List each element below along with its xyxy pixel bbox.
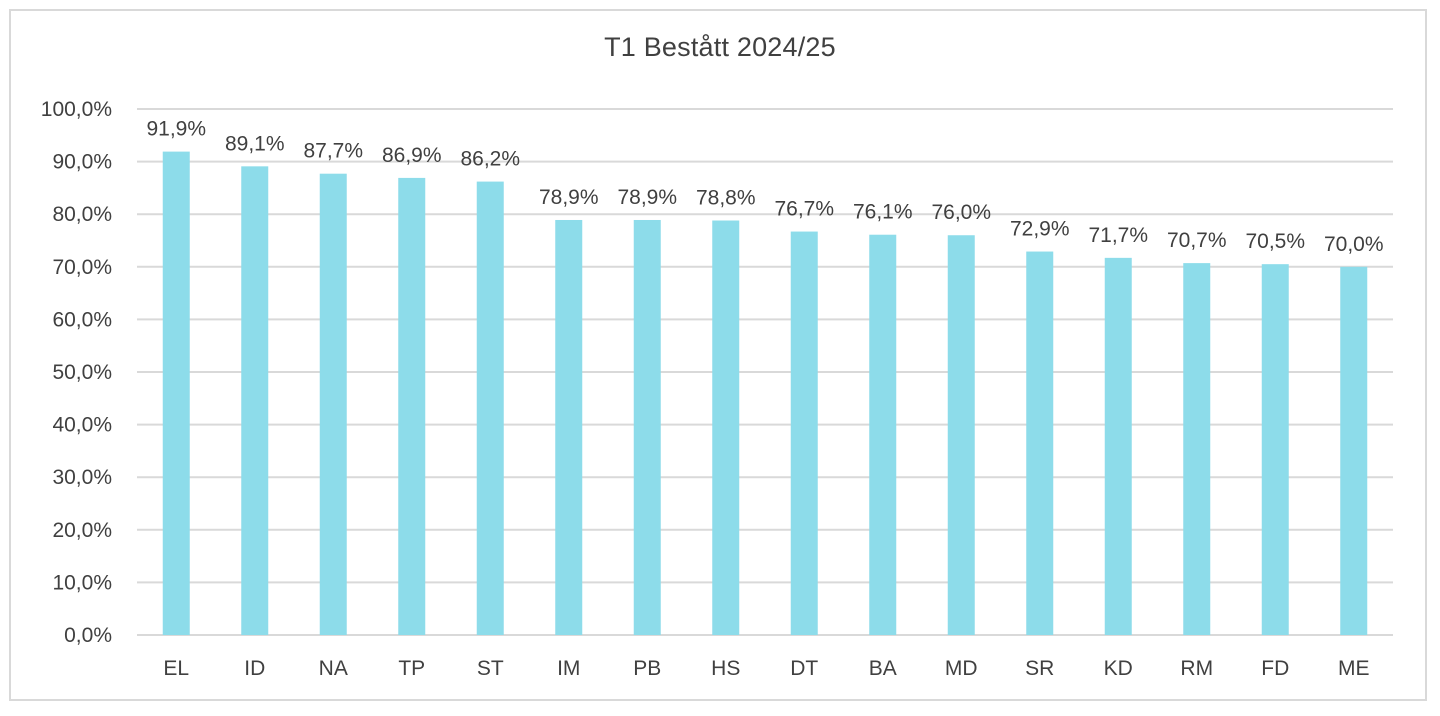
bar-me: [1340, 266, 1368, 635]
data-label-dt: 76,7%: [774, 198, 834, 221]
y-tick-label: 80,0%: [52, 203, 112, 226]
data-label-st: 86,2%: [460, 148, 520, 171]
data-label-ba: 76,1%: [853, 201, 913, 224]
x-tick-label-tp: TP: [398, 657, 425, 680]
data-label-hs: 78,8%: [696, 187, 756, 210]
y-tick-label: 10,0%: [52, 571, 112, 594]
data-label-pb: 78,9%: [617, 186, 677, 209]
x-tick-label-im: IM: [557, 657, 580, 680]
x-tick-label-fd: FD: [1261, 657, 1289, 680]
data-label-na: 87,7%: [303, 140, 363, 163]
x-tick-label-id: ID: [244, 657, 265, 680]
y-tick-label: 20,0%: [52, 519, 112, 542]
x-tick-label-el: EL: [163, 657, 189, 680]
bars: [162, 151, 1368, 636]
data-label-id: 89,1%: [225, 132, 285, 155]
x-tick-label-sr: SR: [1025, 657, 1054, 680]
x-tick-label-na: NA: [319, 657, 348, 680]
data-label-tp: 86,9%: [382, 144, 442, 167]
data-label-fd: 70,5%: [1245, 230, 1305, 253]
data-label-me: 70,0%: [1324, 233, 1384, 256]
data-label-md: 76,0%: [931, 201, 991, 224]
bar-rm: [1183, 263, 1211, 635]
bar-tp: [398, 177, 426, 635]
bar-dt: [790, 231, 818, 636]
x-tick-label-rm: RM: [1180, 657, 1213, 680]
y-tick-label: 40,0%: [52, 414, 112, 437]
data-label-kd: 71,7%: [1088, 224, 1148, 247]
bar-ba: [869, 234, 897, 636]
bar-fd: [1261, 264, 1289, 635]
data-label-rm: 70,7%: [1167, 229, 1227, 252]
x-tick-label-st: ST: [477, 657, 504, 680]
data-label-im: 78,9%: [539, 186, 599, 209]
bar-st: [476, 181, 504, 635]
y-tick-label: 100,0%: [41, 98, 112, 121]
x-axis-tick-labels: EL ID NA TP ST IM PB HS DT BA MD SR KD RM FD ME: [163, 657, 1369, 680]
bar-pb: [633, 219, 661, 635]
y-tick-label: 90,0%: [52, 151, 112, 174]
bar-sr: [1026, 251, 1054, 635]
y-tick-label: 50,0%: [52, 361, 112, 384]
x-tick-label-dt: DT: [790, 657, 818, 680]
x-tick-label-me: ME: [1338, 657, 1370, 680]
data-label-el: 91,9%: [146, 118, 206, 141]
bar-hs: [712, 220, 740, 635]
y-tick-label: 70,0%: [52, 256, 112, 279]
y-tick-label: 30,0%: [52, 466, 112, 489]
y-axis-tick-labels: 0,0% 10,0% 20,0% 30,0% 40,0% 50,0% 60,0% 70,0% 8…: [41, 98, 112, 647]
bar-id: [241, 166, 269, 636]
x-tick-label-hs: HS: [711, 657, 740, 680]
chart-title: T1 Bestått 2024/25: [604, 32, 836, 62]
bar-kd: [1104, 257, 1132, 635]
x-tick-label-pb: PB: [633, 657, 661, 680]
y-tick-label: 0,0%: [64, 624, 112, 647]
x-tick-label-kd: KD: [1104, 657, 1133, 680]
x-tick-label-ba: BA: [869, 657, 897, 680]
bar-im: [555, 219, 583, 635]
bar-md: [947, 235, 975, 636]
bar-el: [162, 151, 190, 635]
x-tick-label-md: MD: [945, 657, 978, 680]
bar-na: [319, 173, 347, 635]
y-tick-label: 60,0%: [52, 308, 112, 331]
data-label-sr: 72,9%: [1010, 218, 1070, 241]
data-labels: 91,9% 89,1% 87,7% 86,9% 86,2% 78,9% 78,9% 78,8%…: [146, 118, 1383, 256]
